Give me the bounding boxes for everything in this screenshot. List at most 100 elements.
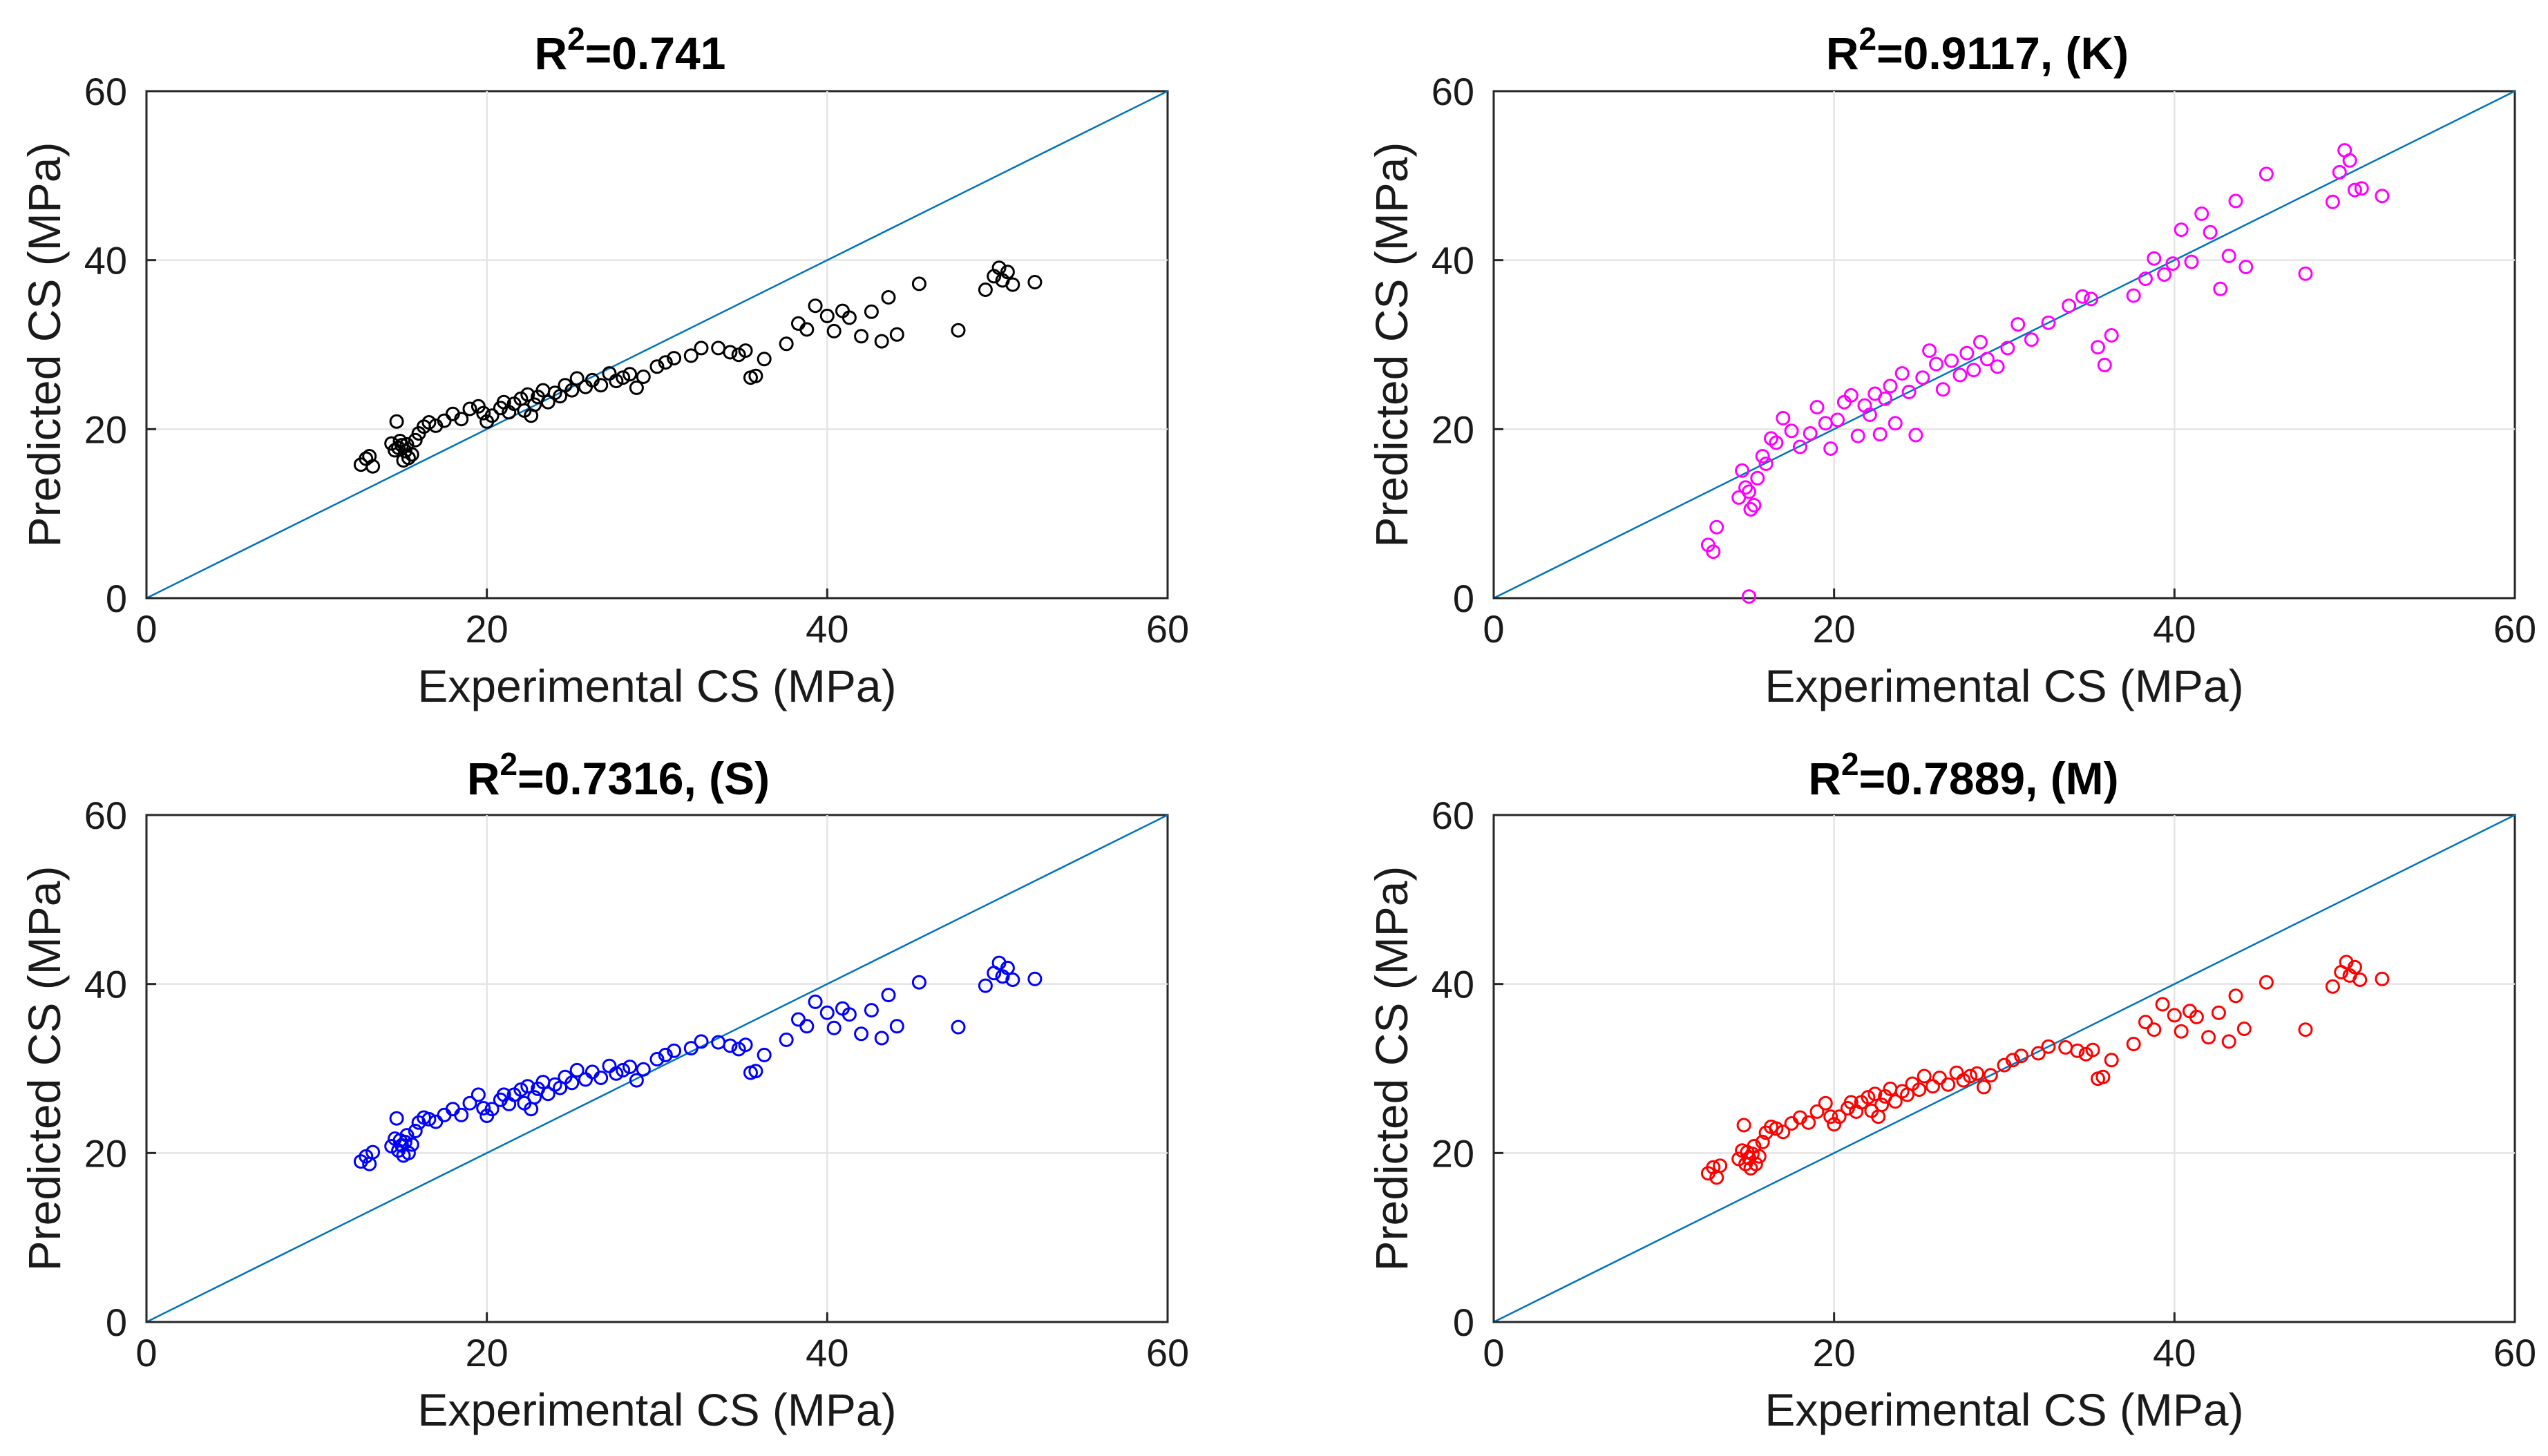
data-point: [1809, 1104, 1825, 1119]
data-point: [2228, 988, 2243, 1004]
data-point: [389, 414, 404, 429]
data-point: [1990, 359, 2005, 374]
data-point: [1005, 277, 1020, 292]
data-point: [365, 459, 381, 474]
data-point: [694, 341, 709, 356]
data-point: [819, 1005, 835, 1020]
data-point: [1917, 1069, 1932, 1084]
data-point: [540, 1086, 555, 1102]
data-point: [951, 1019, 966, 1035]
data-point: [616, 370, 631, 385]
x-tick-label: 60: [2493, 1331, 2536, 1374]
y-tick-label: 40: [1432, 963, 1474, 1006]
y-tick-label: 60: [84, 794, 127, 837]
data-point: [1862, 408, 1877, 422]
data-point: [1751, 1149, 1767, 1164]
data-point: [1769, 1121, 1784, 1136]
x-tick-label: 0: [135, 607, 157, 651]
data-point: [2126, 288, 2141, 303]
data-point: [1850, 428, 1865, 443]
data-point: [408, 1124, 423, 1138]
data-point: [2259, 975, 2274, 990]
data-point: [874, 334, 889, 349]
data-point: [1736, 1118, 1751, 1133]
data-point: [889, 327, 904, 342]
x-tick-label: 40: [2153, 607, 2196, 651]
scatter-panel-r2-0741: R2=0.741 0 20 40 60 0 20 40 60 Experimental CS (…: [19, 21, 1189, 711]
data-point: [2157, 267, 2172, 282]
data-point: [2201, 1030, 2216, 1045]
data-point: [779, 336, 794, 352]
data-point: [1706, 544, 1721, 559]
data-point: [1713, 1158, 1728, 1174]
x-tick-label: 40: [2153, 1331, 2196, 1374]
data-point: [2085, 1042, 2100, 1057]
data-point: [649, 359, 665, 374]
data-point: [723, 1038, 738, 1053]
data-point: [484, 408, 500, 423]
y-axis-label: Predicted CS (MPa): [19, 866, 70, 1272]
data-point: [2189, 1009, 2204, 1024]
x-axis-label: Experimental CS (MPa): [1765, 660, 2243, 711]
data-point: [454, 412, 469, 427]
data-point: [609, 374, 624, 389]
data-point: [527, 397, 542, 412]
data-point: [667, 351, 682, 366]
data-point: [1979, 352, 1995, 367]
data-point: [389, 1111, 404, 1126]
data-point: [1755, 449, 1770, 463]
data-point: [593, 1071, 609, 1085]
data-point: [1823, 1109, 1838, 1124]
data-point: [1883, 379, 1898, 394]
data-point: [470, 1087, 486, 1102]
data-point: [2332, 164, 2347, 180]
x-axis-label: Experimental CS (MPa): [417, 1384, 896, 1435]
data-point: [1944, 353, 1959, 368]
data-point: [2194, 206, 2209, 221]
data-point: [2041, 1039, 2056, 1054]
x-tick-label: 40: [806, 607, 848, 651]
scatter-panel-r2-07316-s: R2=0.7316, (S) 0 20 40 60 0 20 40 60 Experimenta…: [19, 746, 1189, 1435]
data-point: [2221, 1034, 2236, 1049]
data-point: [1027, 971, 1043, 986]
data-point: [1874, 1098, 1890, 1113]
data-point: [622, 1060, 638, 1075]
data-point: [1973, 334, 1988, 349]
data-point: [2010, 317, 2026, 332]
data-point: [1912, 1082, 1927, 1098]
data-point: [683, 1041, 698, 1056]
data-point: [819, 308, 835, 323]
data-point: [2298, 266, 2313, 281]
data-point: [667, 1043, 682, 1058]
y-tick-label: 0: [106, 1301, 127, 1344]
data-point: [1709, 519, 1724, 535]
data-point: [1755, 1134, 1770, 1149]
data-point: [564, 1075, 580, 1091]
data-point: [694, 1034, 709, 1049]
data-point: [2084, 291, 2099, 307]
data-point: [1983, 1068, 1998, 1083]
data-point: [1748, 1156, 1763, 1171]
data-point: [401, 450, 416, 466]
data-point: [2024, 332, 2039, 347]
data-point: [864, 1003, 879, 1018]
data-point: [1758, 457, 1774, 471]
data-point: [2097, 357, 2112, 372]
data-point: [476, 405, 491, 421]
data-point: [484, 1102, 500, 1117]
y-tick-label: 60: [1432, 70, 1474, 113]
data-point: [991, 260, 1007, 276]
data-point: [616, 1062, 631, 1077]
data-point: [1872, 427, 1888, 442]
x-tick-label: 20: [466, 607, 508, 651]
data-point: [757, 1047, 772, 1062]
data-point: [757, 352, 772, 367]
data-point: [826, 1020, 842, 1035]
data-point: [2138, 1015, 2153, 1030]
x-axis-label: Experimental CS (MPa): [417, 660, 896, 711]
data-point: [2236, 1022, 2252, 1036]
data-point: [1747, 497, 1762, 513]
data-point: [2203, 224, 2218, 240]
data-point: [1005, 973, 1020, 987]
data-point: [2031, 1046, 2046, 1061]
